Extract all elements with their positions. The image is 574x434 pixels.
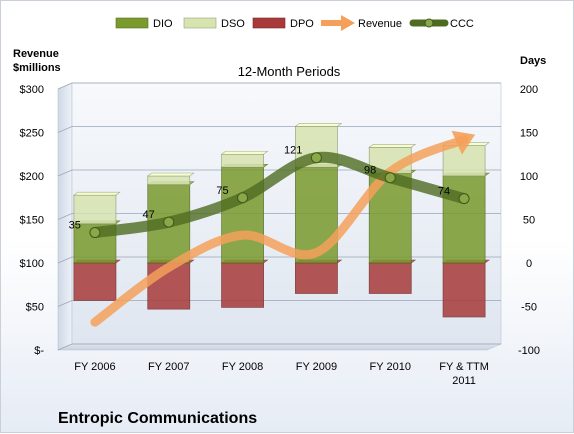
bar-dpo [368, 259, 417, 294]
legend-dpo: DPO [252, 17, 314, 30]
plot-floor [57, 343, 502, 351]
legend-arrowhead [341, 15, 355, 31]
legend-marker [424, 18, 434, 28]
left-tick-label: $- [34, 345, 44, 357]
legend-label: DPO [290, 18, 314, 30]
bar-dso [146, 172, 195, 186]
left-tick-label: $300 [20, 84, 44, 96]
bar-dso-face [221, 153, 264, 168]
ccc-data-label: 75 [216, 185, 228, 197]
ccc-point [384, 172, 396, 184]
right-tick-label: 150 [520, 128, 538, 140]
legend-label: DIO [153, 18, 173, 30]
gridline [57, 256, 501, 264]
bar-dpo [73, 259, 121, 301]
left-tick-label: $100 [20, 258, 44, 270]
bar-dpo-face [73, 262, 117, 301]
gridline [57, 300, 501, 307]
right-tick-label: 50 [523, 215, 535, 227]
ccc-point [237, 192, 249, 204]
bar-dio [220, 164, 269, 264]
left-tick-label: $150 [20, 215, 44, 227]
ccc-point [89, 227, 101, 239]
bar-dio-face [221, 166, 264, 264]
left-tick-label: $200 [20, 171, 44, 183]
bar-dso-top [220, 150, 269, 155]
legend-swatch [115, 17, 149, 29]
bar-dpo [220, 259, 269, 308]
legend-dio: DIO [115, 17, 173, 30]
legend-label: CCC [450, 18, 474, 30]
bar-dso-face [147, 175, 191, 186]
bar-dso-top [368, 143, 417, 148]
bar-dpo-face [221, 262, 264, 308]
ccc-point [310, 152, 322, 164]
ccc-point [458, 193, 470, 205]
bar-dso-face [73, 194, 117, 225]
right-tick-label: -50 [521, 302, 537, 314]
revenue-line [90, 134, 469, 327]
bar-dso-top [146, 172, 195, 177]
ccc-data-label: 35 [69, 220, 81, 232]
ccc-data-label: 74 [438, 186, 450, 198]
chart-title: 12-Month Periods [238, 64, 341, 79]
legend-ccc: CCC [409, 18, 474, 30]
category-label: FY 2006 [74, 361, 115, 373]
ccc-data-label: 121 [284, 145, 302, 157]
right-tick-label: 200 [520, 84, 538, 96]
category-label: FY 2007 [148, 361, 189, 373]
right-tick-label: 100 [520, 171, 538, 183]
bar-dso [73, 191, 121, 225]
legend-label: Revenue [358, 18, 402, 30]
category-label: FY 2008 [222, 361, 263, 373]
gridline [57, 82, 501, 90]
right-axis-label: Days [520, 55, 546, 67]
category-label: FY & TTM 2011 [439, 361, 489, 387]
legend-label: DSO [221, 18, 245, 30]
revenue-arrowhead [451, 130, 476, 155]
left-tick-label: $50 [26, 302, 44, 314]
gridline [57, 126, 501, 133]
ccc-point [163, 216, 175, 228]
gridline [57, 343, 501, 351]
category-label: FY 2009 [296, 361, 337, 373]
bar-dso-top [73, 191, 121, 196]
bar-dpo [442, 259, 490, 318]
bar-dso [220, 150, 269, 168]
bar-dpo-face [442, 262, 486, 318]
legend-swatch [183, 17, 217, 29]
legend-revenue: Revenue [321, 15, 402, 31]
left-axis-label-line1: Revenue [13, 48, 59, 60]
category-label: FY 2010 [370, 361, 411, 373]
legend-dso: DSO [183, 17, 245, 30]
bar-dpo-face [368, 262, 412, 294]
company-footer: Entropic Communications [58, 410, 257, 427]
left-axis-label-line2: $millions [13, 62, 61, 74]
left-tick-label: $250 [20, 128, 44, 140]
bar-dpo [294, 259, 343, 294]
ccc-data-label: 47 [143, 209, 155, 221]
right-tick-label: 0 [526, 258, 532, 270]
bar-dpo-face [295, 262, 338, 294]
bar-dso-top [294, 123, 343, 127]
right-tick-label: -100 [518, 345, 540, 357]
ccc-line [89, 151, 470, 239]
legend-swatch [252, 17, 286, 29]
ccc-data-label: 98 [364, 165, 376, 177]
